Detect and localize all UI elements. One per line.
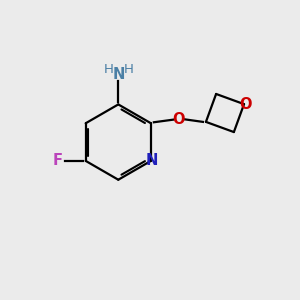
Text: H: H xyxy=(103,63,113,76)
Text: N: N xyxy=(146,153,158,168)
Text: O: O xyxy=(172,112,184,127)
Text: F: F xyxy=(53,153,63,168)
Text: N: N xyxy=(113,67,125,82)
Text: O: O xyxy=(239,97,251,112)
Text: H: H xyxy=(123,63,133,76)
